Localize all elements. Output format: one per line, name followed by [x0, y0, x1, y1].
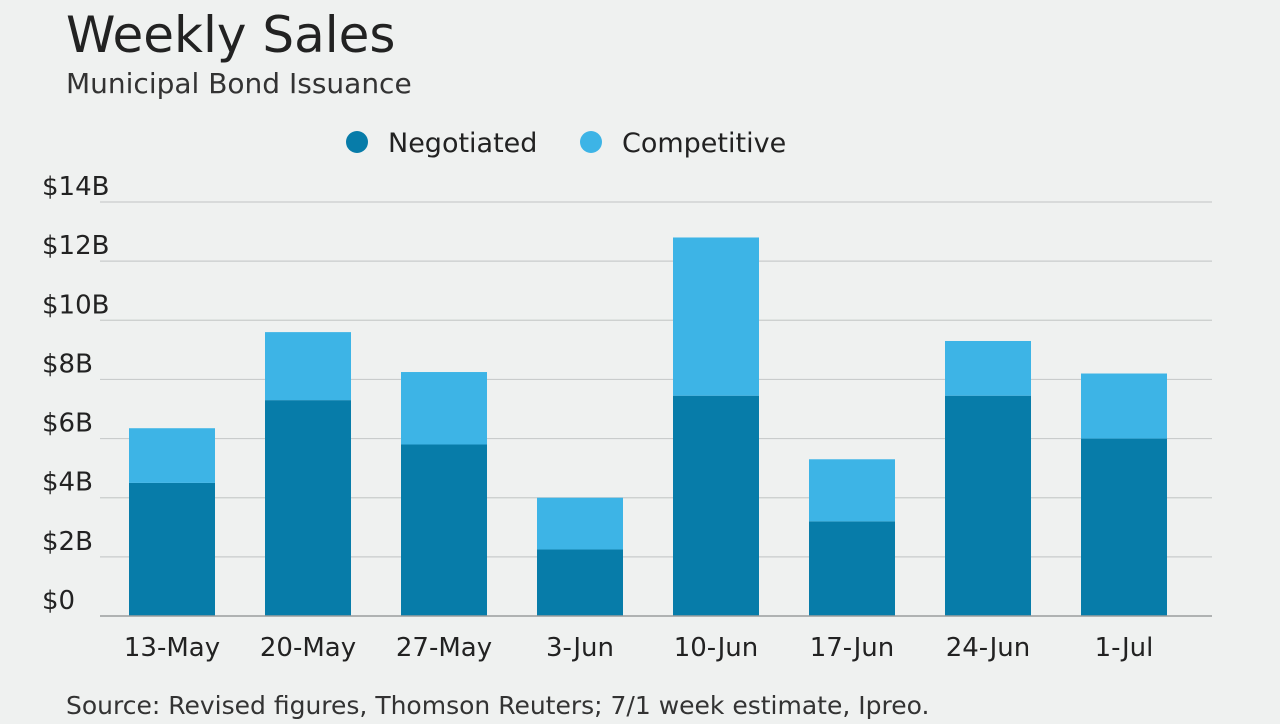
bar-negotiated-17-jun	[809, 521, 895, 616]
x-tick-label: 1-Jul	[1095, 633, 1154, 663]
bar-negotiated-13-may	[129, 482, 215, 616]
bar-competitive-3-jun	[537, 497, 623, 550]
y-tick-label: $14B	[42, 172, 109, 202]
y-tick-label: $4B	[42, 468, 93, 498]
source-note: Source: Revised figures, Thomson Reuters…	[66, 691, 929, 720]
y-tick-label: $6B	[42, 409, 93, 439]
legend: Negotiated Competitive	[346, 128, 786, 159]
x-tick-label: 27-May	[396, 633, 492, 663]
bar-negotiated-3-jun	[537, 549, 623, 616]
bar-competitive-20-may	[265, 332, 351, 401]
bar-negotiated-27-may	[401, 444, 487, 616]
y-tick-label: $0	[42, 586, 75, 616]
bar-competitive-24-jun	[945, 340, 1031, 396]
bar-competitive-1-jul	[1081, 373, 1167, 439]
legend-marker-competitive	[580, 131, 602, 153]
bar-competitive-27-may	[401, 372, 487, 445]
bar-competitive-13-may	[129, 428, 215, 483]
x-tick-label: 10-Jun	[674, 633, 759, 663]
bars	[129, 237, 1167, 616]
chart-title: Weekly Sales	[66, 6, 395, 64]
bar-competitive-10-jun	[673, 237, 759, 396]
x-tick-label: 20-May	[260, 633, 356, 663]
bar-negotiated-24-jun	[945, 395, 1031, 616]
x-axis-tick-labels: 13-May 20-May 27-May 3-Jun 10-Jun 17-Jun 24-Ju…	[124, 633, 1153, 663]
x-tick-label: 24-Jun	[946, 633, 1031, 663]
bar-negotiated-20-may	[265, 400, 351, 616]
x-tick-label: 3-Jun	[546, 633, 614, 663]
legend-label-competitive: Competitive	[622, 128, 786, 159]
y-axis-tick-labels: $0 $2B $4B $6B $8B $10B $12B $14B	[42, 172, 109, 616]
legend-label-negotiated: Negotiated	[388, 128, 537, 159]
legend-marker-negotiated	[346, 131, 368, 153]
y-tick-label: $8B	[42, 349, 93, 379]
chart-subtitle: Municipal Bond Issuance	[66, 67, 412, 100]
bar-negotiated-1-jul	[1081, 438, 1167, 616]
x-tick-label: 17-Jun	[810, 633, 895, 663]
x-tick-label: 13-May	[124, 633, 220, 663]
y-tick-label: $2B	[42, 527, 93, 557]
y-tick-label: $12B	[42, 231, 109, 261]
bar-negotiated-10-jun	[673, 395, 759, 616]
y-tick-label: $10B	[42, 290, 109, 320]
bar-competitive-17-jun	[809, 459, 895, 522]
